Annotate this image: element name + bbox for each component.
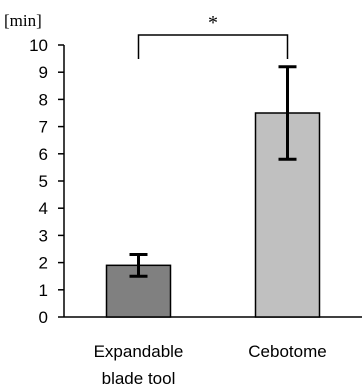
y-axis: 0 1 2 3 4 5 6 7 8 9 10 bbox=[29, 36, 362, 327]
y-tick-label: 2 bbox=[39, 254, 48, 273]
significance-star: * bbox=[208, 12, 218, 34]
y-tick-label: 8 bbox=[39, 90, 48, 109]
category-label-1: Cebotome bbox=[248, 342, 326, 361]
y-tick-label: 1 bbox=[39, 281, 48, 300]
significance-bracket: * bbox=[137, 12, 289, 59]
y-tick-label: 7 bbox=[39, 118, 48, 137]
y-tick-label: 4 bbox=[39, 199, 48, 218]
bars bbox=[105, 65, 321, 318]
significance-line bbox=[137, 34, 289, 59]
y-tick-label: 6 bbox=[39, 145, 48, 164]
x-axis-categories: Expandable blade tool Cebotome bbox=[94, 342, 327, 388]
y-tick-label: 9 bbox=[39, 63, 48, 82]
y-tick-label: 3 bbox=[39, 226, 48, 245]
y-tick-label: 10 bbox=[29, 36, 48, 55]
y-tick-label: 5 bbox=[39, 172, 48, 191]
category-label-0: Expandable bbox=[94, 342, 184, 361]
category-label-0: blade tool bbox=[102, 369, 176, 388]
y-tick-label: 0 bbox=[39, 308, 48, 327]
y-unit-label: [min] bbox=[4, 11, 42, 30]
